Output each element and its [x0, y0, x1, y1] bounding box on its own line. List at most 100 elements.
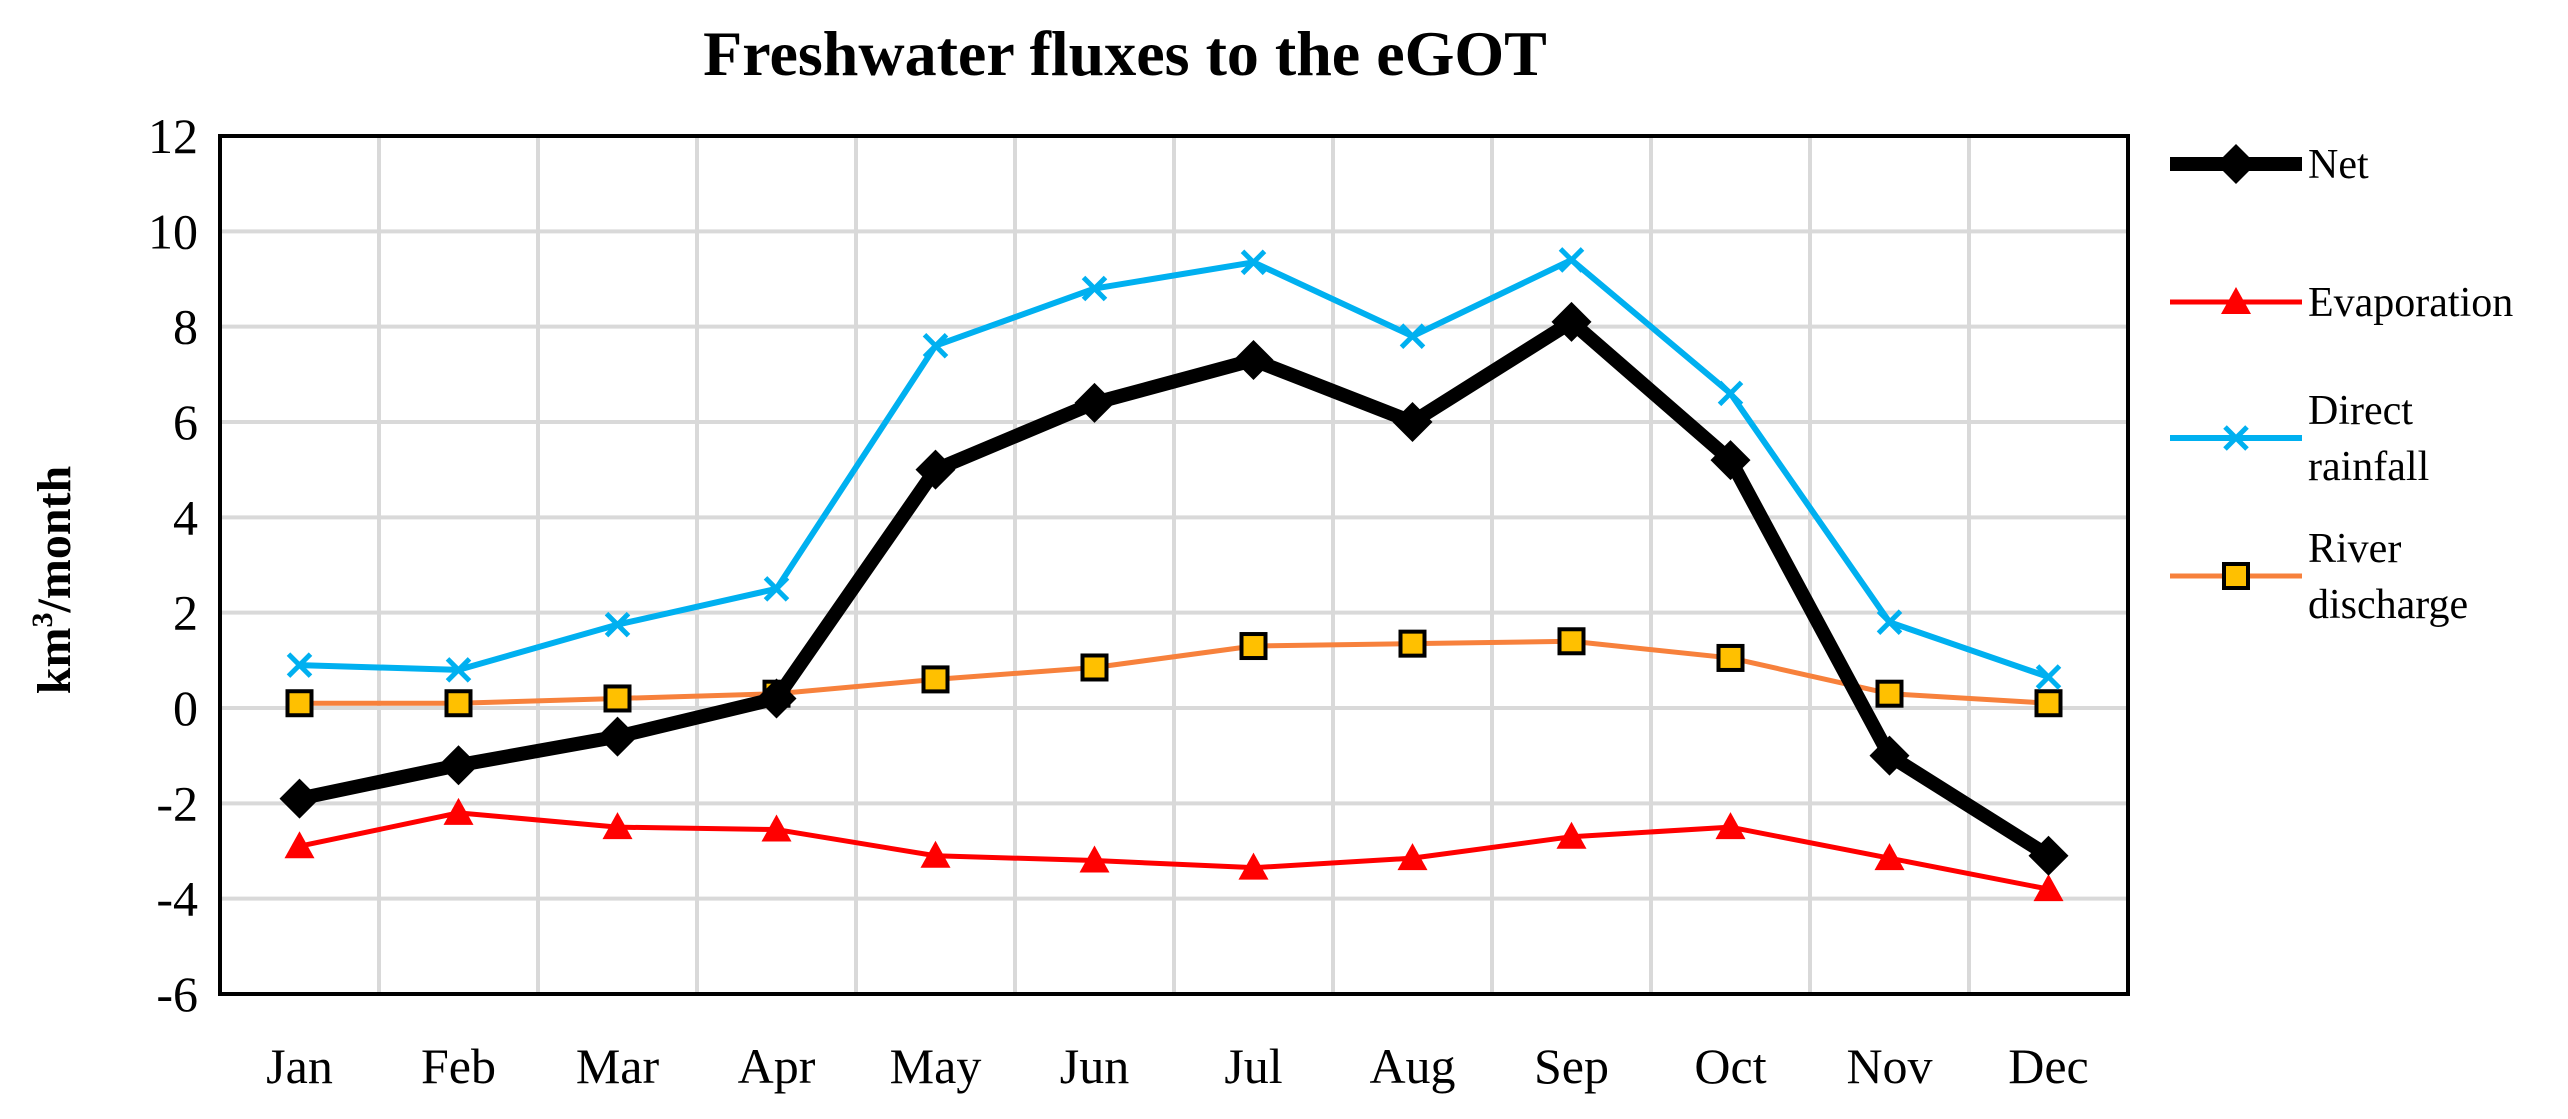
grid — [220, 134, 2128, 996]
series-line-direct-rainfall — [299, 256, 2050, 680]
legend-label-line: discharge — [2308, 582, 2468, 628]
data-point-net — [915, 449, 956, 490]
legend-label-line: Net — [2308, 142, 2369, 188]
legend-label-direct-rainfall: Direct rainfall — [2308, 388, 2429, 490]
legend: Net Evaporation Direct rainfall River dischar… — [2170, 142, 2513, 628]
x-tick-label: May — [890, 1038, 982, 1094]
data-point-evaporation — [1556, 821, 1587, 849]
data-point-direct-rainfall — [1399, 323, 1426, 349]
legend-item-evaporation: Evaporation — [2170, 280, 2513, 326]
data-point-net — [1233, 340, 1274, 381]
x-tick-label: Jan — [266, 1038, 333, 1094]
data-point-direct-rainfall — [2035, 664, 2062, 690]
series-line-net — [298, 314, 2053, 862]
x-tick-label: Feb — [421, 1038, 496, 1094]
data-point-direct-rainfall — [604, 611, 631, 638]
legend-label-net: Net — [2308, 142, 2369, 188]
y-tick-label: 6 — [173, 394, 198, 450]
data-point-evaporation — [1715, 812, 1746, 840]
legend-label-line: Direct — [2308, 388, 2413, 434]
x-tick-label: Jun — [1060, 1038, 1129, 1094]
data-point-direct-rainfall — [1240, 249, 1267, 276]
tick-labels: -6 -4 -2 0 2 4 6 8 10 12 Jan Feb Mar Apr May Jun Jul Aug S… — [148, 108, 2089, 1094]
data-point-river-discharge — [1557, 627, 1586, 656]
x-tick-label: Mar — [576, 1038, 660, 1094]
data-point-evaporation — [2033, 874, 2064, 902]
data-point-net — [1710, 440, 1751, 481]
series-line-evaporation — [298, 810, 2049, 892]
data-point-river-discharge — [1875, 679, 1904, 708]
data-point-river-discharge — [1080, 653, 1109, 682]
legend-label-river-discharge: River discharge — [2308, 526, 2468, 628]
y-tick-label: -2 — [156, 775, 198, 831]
data-point-direct-rainfall — [286, 652, 313, 678]
data-point-evaporation — [920, 840, 951, 868]
series-evaporation — [284, 797, 2064, 902]
x-tick-label: Apr — [738, 1038, 816, 1094]
legend-label-evaporation: Evaporation — [2308, 280, 2513, 326]
chart-title: Freshwater fluxes to the eGOT — [703, 18, 1547, 89]
legend-marker-evaporation — [2221, 287, 2251, 314]
data-point-river-discharge — [1398, 629, 1427, 658]
series-net — [279, 301, 2069, 876]
data-point-direct-rainfall — [1081, 275, 1108, 302]
data-point-river-discharge — [1239, 632, 1268, 661]
legend-item-direct-rainfall: Direct rainfall — [2170, 388, 2429, 490]
data-point-river-discharge — [603, 684, 632, 713]
data-point-net — [2028, 835, 2069, 876]
data-point-river-discharge — [1716, 643, 1745, 672]
data-point-evaporation — [1397, 843, 1428, 871]
data-point-direct-rainfall — [445, 657, 472, 683]
legend-marker-river-discharge — [2222, 562, 2250, 590]
legend-marker-net — [2216, 144, 2256, 184]
y-tick-label: -4 — [156, 871, 198, 927]
data-point-net — [438, 745, 479, 786]
legend-marker-direct-rainfall — [2223, 425, 2249, 451]
legend-item-net: Net — [2170, 142, 2369, 188]
data-point-net — [1392, 402, 1433, 442]
y-tick-label: 2 — [173, 585, 198, 641]
data-point-evaporation — [443, 797, 474, 825]
y-tick-label: 8 — [173, 299, 198, 355]
y-tick-label: 12 — [148, 108, 198, 164]
data-point-evaporation — [761, 814, 792, 842]
legend-item-river-discharge: River discharge — [2170, 526, 2468, 628]
data-point-evaporation — [284, 831, 315, 859]
y-axis-label-superscript: 3 — [26, 613, 59, 628]
data-point-river-discharge — [921, 665, 950, 694]
series-layer — [279, 247, 2069, 902]
y-tick-label: 10 — [148, 203, 198, 259]
series-direct-rainfall — [286, 247, 2062, 690]
data-point-direct-rainfall — [922, 332, 949, 359]
data-point-net — [597, 716, 638, 757]
y-axis-label-unit: /month — [28, 466, 81, 614]
data-point-evaporation — [602, 812, 633, 840]
y-tick-label: 4 — [173, 489, 198, 545]
data-point-evaporation — [1874, 843, 1905, 871]
x-tick-label: Oct — [1694, 1038, 1766, 1094]
y-axis-label-base: km — [28, 628, 81, 695]
x-tick-label: Aug — [1369, 1038, 1455, 1094]
data-point-direct-rainfall — [1876, 609, 1903, 635]
x-tick-label: Nov — [1846, 1038, 1932, 1094]
plot-area — [218, 134, 2130, 996]
data-point-river-discharge — [444, 689, 473, 718]
data-point-net — [1869, 735, 1910, 776]
y-tick-label: 0 — [173, 680, 198, 736]
data-point-direct-rainfall — [1717, 380, 1744, 407]
x-tick-label: Jul — [1224, 1038, 1282, 1094]
data-point-direct-rainfall — [1558, 247, 1585, 273]
legend-label-line: Evaporation — [2308, 280, 2513, 326]
x-tick-label: Sep — [1534, 1038, 1609, 1094]
data-point-net — [756, 678, 797, 719]
data-point-evaporation — [1238, 852, 1269, 880]
data-point-river-discharge — [2034, 689, 2063, 718]
y-tick-label: -6 — [156, 966, 198, 1022]
y-axis-label: km3/month — [26, 466, 81, 694]
legend-label-line: rainfall — [2308, 444, 2429, 490]
data-point-direct-rainfall — [763, 576, 790, 602]
data-point-net — [279, 778, 320, 819]
series-line-river-discharge — [299, 638, 2049, 706]
data-point-evaporation — [1079, 845, 1110, 873]
